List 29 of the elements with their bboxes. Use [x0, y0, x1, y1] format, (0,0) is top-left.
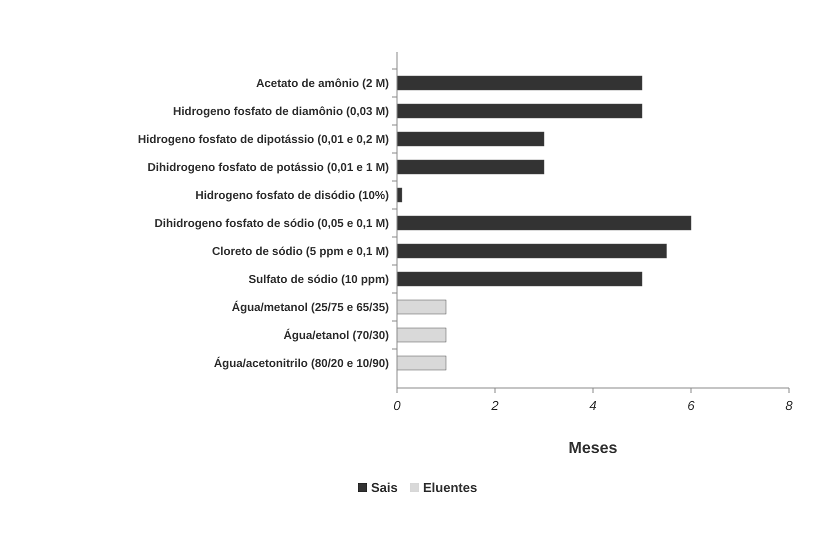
y-tick-label: Água/etanol (70/30)	[284, 328, 390, 342]
bar	[396, 328, 446, 342]
x-tick-label: 6	[687, 398, 696, 413]
bar	[396, 356, 446, 370]
y-tick-label: Dihidrogeno fosfato de sódio (0,05 e 0,1 M)	[154, 218, 390, 230]
bar	[396, 76, 642, 90]
y-tick-label: Sulfato de sódio (10 ppm)	[248, 274, 390, 286]
y-tick-label: Cloreto de sódio (5 ppm e 0,1 M)	[212, 246, 390, 258]
x-tick-label: 2	[490, 398, 500, 413]
legend-label: Eluentes	[423, 480, 478, 495]
x-axis-title: Meses	[568, 440, 618, 457]
x-tick-label: 4	[589, 398, 597, 413]
legend-label: Sais	[371, 480, 398, 495]
y-tick-label: Hidrogeno fosfato de disódio (10%)	[195, 190, 390, 202]
y-tick-label: Hidrogeno fosfato de dipotássio (0,01 e 0,2 M)	[138, 134, 390, 146]
bar	[396, 300, 446, 314]
x-tick-label: 0	[393, 398, 402, 413]
bar	[396, 104, 642, 118]
bar	[396, 160, 544, 174]
y-tick-label: Hidrogeno fosfato de diamônio (0,03 M)	[173, 106, 390, 118]
x-tick-label: 8	[785, 398, 794, 413]
y-tick-label: Água/metanol (25/75 e 65/35)	[232, 300, 390, 314]
bar	[396, 244, 667, 258]
y-tick-label: Acetato de amônio (2 M)	[256, 78, 390, 90]
y-tick-label: Água/acetonitrilo (80/20 e 10/90)	[214, 356, 390, 370]
y-tick-label: Dihidrogeno fosfato de potássio (0,01 e 1 M)	[147, 162, 390, 174]
bar	[396, 272, 642, 286]
bar	[396, 132, 544, 146]
bar	[396, 216, 692, 230]
